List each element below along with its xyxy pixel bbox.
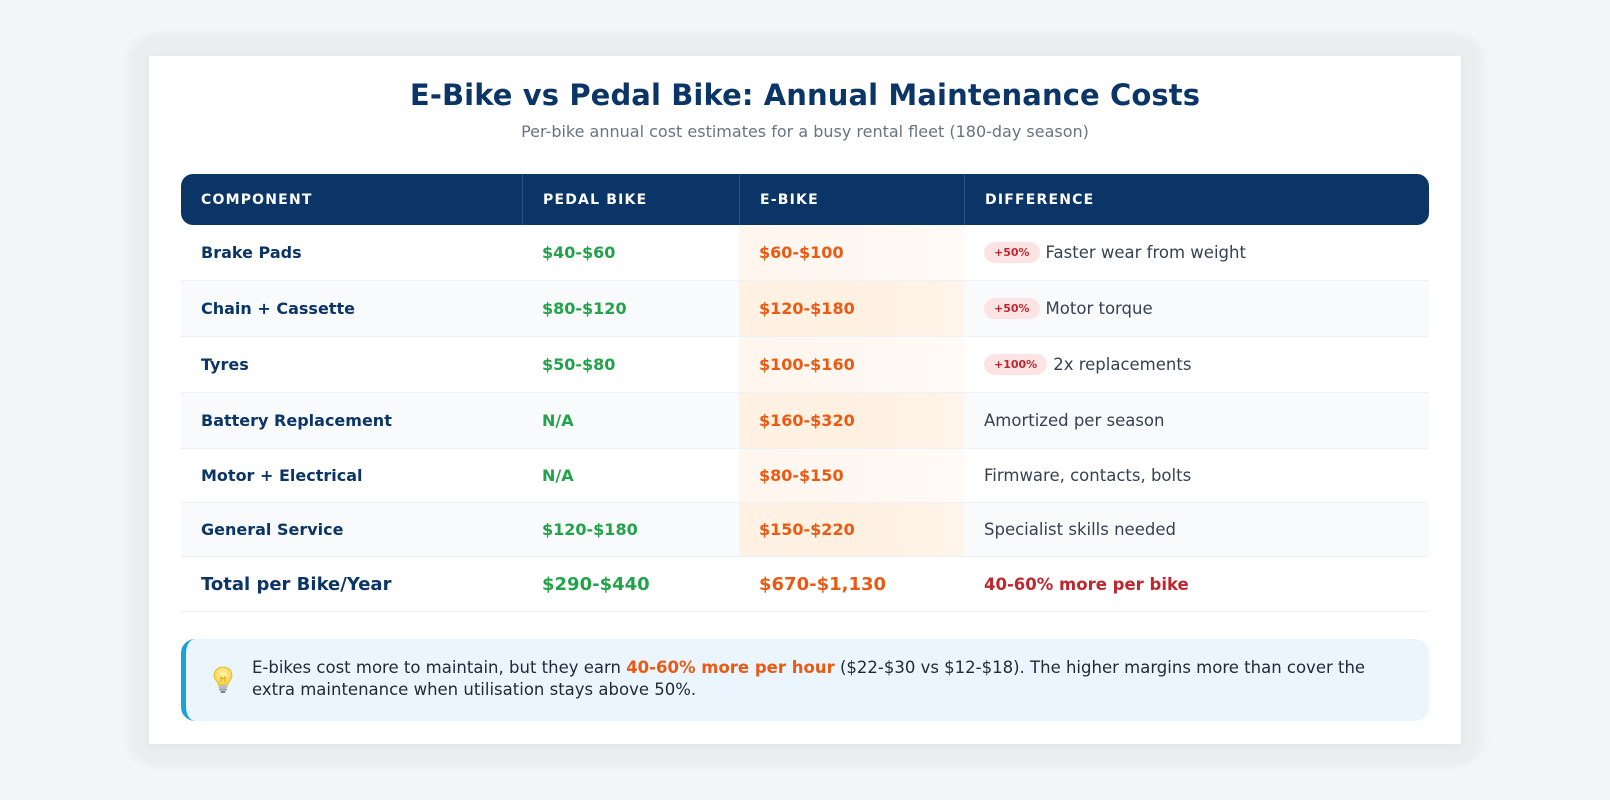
component-cell: Tyres <box>201 355 249 374</box>
header-component: COMPONENT <box>201 191 313 208</box>
difference-cell: +50% Motor torque <box>964 281 1429 336</box>
callout-text-end: ($22-$30 vs $12-$18). The higher margins… <box>252 658 1366 699</box>
insight-callout: E-bikes cost more to maintain, but they … <box>181 639 1429 721</box>
header-pedal-bike: PEDAL BIKE <box>522 174 739 225</box>
increase-badge: +100% <box>984 354 1048 375</box>
callout-highlight: 40-60% more per hour <box>626 658 835 677</box>
callout-text: E-bikes cost more to maintain, but they … <box>252 657 1392 701</box>
ebike-cost-cell: $120-$180 <box>739 281 964 336</box>
difference-note: Faster wear from weight <box>1045 243 1246 262</box>
total-pedal-cost: $290-$440 <box>542 573 650 595</box>
lightbulb-icon <box>213 666 233 693</box>
component-cell: General Service <box>201 520 344 539</box>
header-e-bike: E-BIKE <box>739 174 964 225</box>
pedal-cost-cell: N/A <box>542 466 574 485</box>
difference-cell: Firmware, contacts, bolts <box>984 466 1192 485</box>
difference-note: 2x replacements <box>1053 355 1192 374</box>
component-cell: Motor + Electrical <box>201 466 363 485</box>
ebike-cost-cell: $80-$150 <box>739 449 964 502</box>
table-row: General Service $120-$180 $150-$220 Spec… <box>181 503 1429 557</box>
page-title: E-Bike vs Pedal Bike: Annual Maintenance… <box>409 78 1201 112</box>
cost-comparison-card: E-Bike vs Pedal Bike: Annual Maintenance… <box>149 56 1461 744</box>
table-row: Brake Pads $40-$60 $60-$100 +50% Faster … <box>181 225 1429 281</box>
pedal-cost-cell: $50-$80 <box>542 355 616 374</box>
table-row: Battery Replacement N/A $160-$320 Amorti… <box>181 393 1429 449</box>
maintenance-cost-table: COMPONENT PEDAL BIKE E-BIKE DIFFERENCE B… <box>181 174 1429 612</box>
pedal-cost-cell: $80-$120 <box>542 299 627 318</box>
increase-badge: +50% <box>984 298 1040 319</box>
component-cell: Chain + Cassette <box>201 299 355 318</box>
increase-badge: +50% <box>984 242 1040 263</box>
table-row: Chain + Cassette $80-$120 $120-$180 +50%… <box>181 281 1429 337</box>
pedal-cost-cell: $40-$60 <box>542 243 616 262</box>
pedal-cost-cell: $120-$180 <box>542 520 638 539</box>
total-row: Total per Bike/Year $290-$440 $670-$1,13… <box>181 557 1429 612</box>
callout-text-start: E-bikes cost more to maintain, but they … <box>252 658 627 677</box>
ebike-cost-cell: $60-$100 <box>739 225 964 280</box>
table-row: Motor + Electrical N/A $80-$150 Firmware… <box>181 449 1429 503</box>
component-cell: Battery Replacement <box>201 411 392 430</box>
ebike-cost-cell: $150-$220 <box>739 503 964 556</box>
pedal-cost-cell: N/A <box>542 411 574 430</box>
page-subtitle: Per-bike annual cost estimates for a bus… <box>521 122 1089 141</box>
total-ebike-cost: $670-$1,130 <box>759 573 887 595</box>
component-cell: Brake Pads <box>201 243 302 262</box>
total-difference: 40-60% more per bike <box>984 574 1189 594</box>
difference-cell: +50% Faster wear from weight <box>964 225 1429 280</box>
difference-cell: Specialist skills needed <box>984 520 1176 539</box>
table-header: COMPONENT PEDAL BIKE E-BIKE DIFFERENCE <box>181 174 1429 225</box>
difference-note: Motor torque <box>1045 299 1153 318</box>
table-row: Tyres $50-$80 $100-$160 +100% 2x replace… <box>181 337 1429 393</box>
header-difference: DIFFERENCE <box>964 174 1429 225</box>
difference-cell: Amortized per season <box>984 411 1165 430</box>
difference-cell: +100% 2x replacements <box>964 337 1429 392</box>
ebike-cost-cell: $100-$160 <box>739 337 964 392</box>
total-label: Total per Bike/Year <box>201 573 392 595</box>
ebike-cost-cell: $160-$320 <box>739 393 964 448</box>
